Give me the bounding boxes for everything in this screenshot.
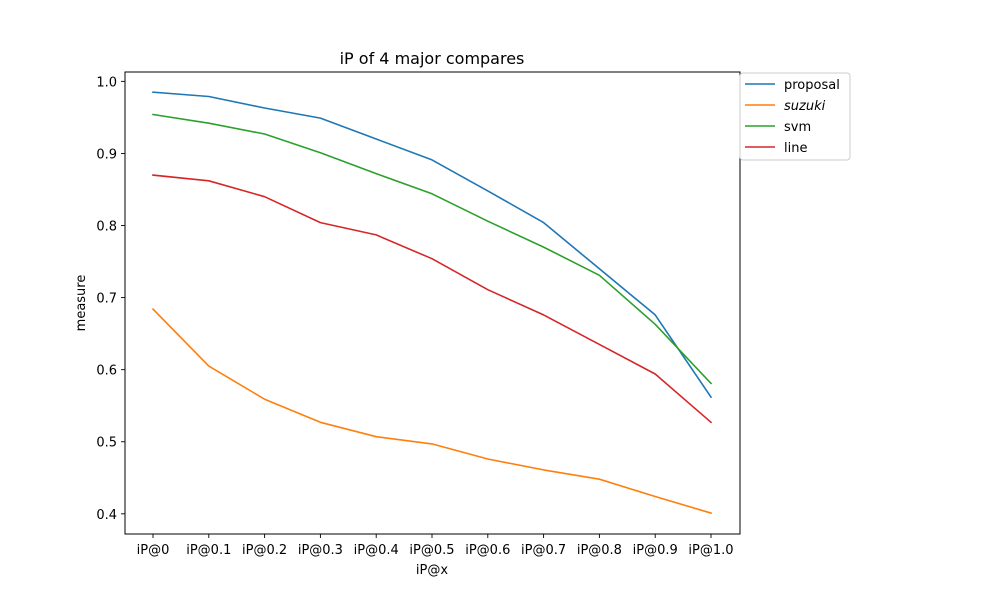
y-axis-label: measure xyxy=(74,275,89,332)
x-tick-label: iP@0 xyxy=(137,543,170,558)
x-tick-label: iP@0.5 xyxy=(409,543,454,558)
y-tick-label: 0.4 xyxy=(96,508,117,523)
x-tick-label: iP@0.3 xyxy=(298,543,343,558)
y-tick-label: 1.0 xyxy=(96,75,117,90)
y-tick-label: 0.6 xyxy=(96,364,117,379)
x-tick-label: iP@1.0 xyxy=(688,543,733,558)
x-tick-label: iP@0.4 xyxy=(354,543,399,558)
series-line-proposal xyxy=(152,91,713,399)
x-tick-label: iP@0.9 xyxy=(633,543,678,558)
legend-label-svm: svm xyxy=(784,120,811,135)
x-tick-label: iP@0.2 xyxy=(242,543,287,558)
x-tick-label: iP@0.8 xyxy=(577,543,622,558)
series-line-svm xyxy=(152,113,713,385)
series-line-line xyxy=(152,174,713,424)
x-tick-label: iP@0.1 xyxy=(186,543,231,558)
legend-label-line: line xyxy=(784,141,807,156)
chart-title: iP of 4 major compares xyxy=(340,49,525,68)
plot-frame xyxy=(124,71,741,535)
x-tick-label: iP@0.6 xyxy=(465,543,510,558)
legend-box xyxy=(739,72,851,161)
legend-label-suzuki: suzuki xyxy=(784,99,826,114)
y-axis: 0.4 0.5 0.6 0.7 0.8 0.9 1.0 xyxy=(96,75,125,523)
series-layer xyxy=(151,91,713,515)
x-tick-label: iP@0.7 xyxy=(521,543,566,558)
series-line-suzuki xyxy=(151,307,712,515)
y-tick-label: 0.8 xyxy=(96,220,117,235)
y-tick-label: 0.7 xyxy=(96,292,117,307)
y-tick-label: 0.5 xyxy=(96,436,117,451)
legend: proposal suzuki svm line xyxy=(739,72,851,161)
x-axis-label: iP@x xyxy=(416,563,448,578)
legend-label-proposal: proposal xyxy=(784,78,840,93)
x-axis: iP@0 iP@0.1 iP@0.2 iP@0.3 iP@0.4 iP@0.5 iP@0.6… xyxy=(137,534,734,558)
y-tick-label: 0.9 xyxy=(96,147,117,162)
